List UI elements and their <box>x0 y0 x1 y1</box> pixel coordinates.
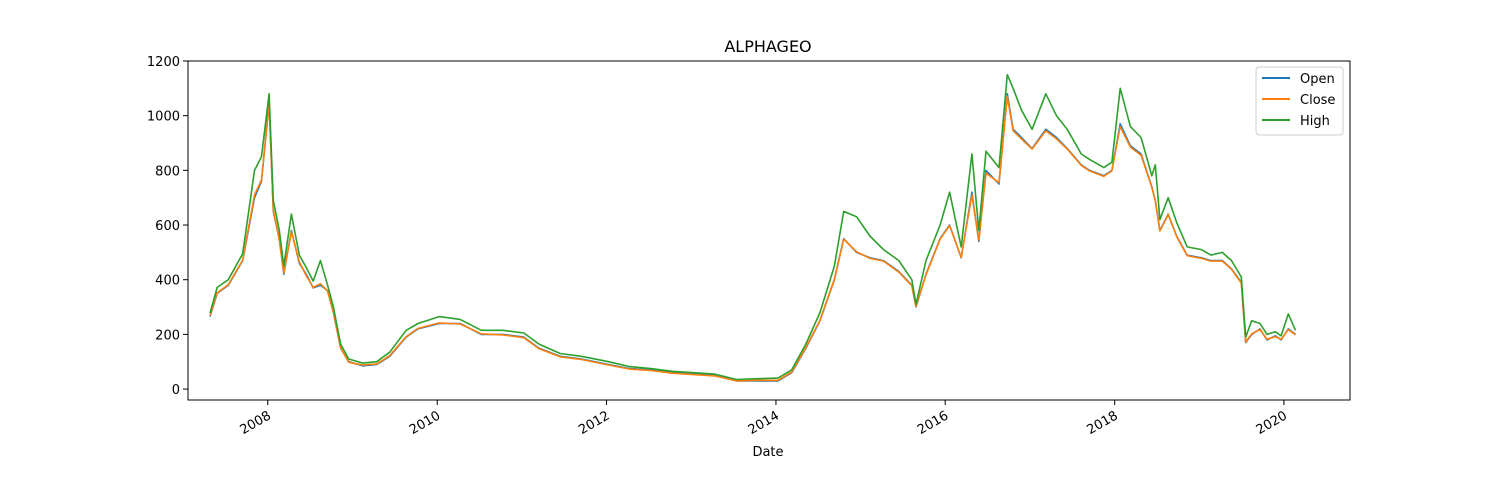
legend-label-open: Open <box>1300 72 1335 87</box>
series-line-high <box>209 73 1297 381</box>
y-tick-label: 1000 <box>147 110 180 125</box>
legend-label-high: High <box>1300 114 1330 129</box>
y-tick-label: 0 <box>172 383 180 398</box>
y-tick-label: 200 <box>155 328 180 343</box>
y-axis: 0 200 400 600 800 1000 1200 <box>147 55 188 398</box>
plot-area <box>209 73 1297 382</box>
y-tick-label: 400 <box>155 274 180 289</box>
legend-box <box>1255 66 1344 136</box>
y-tick-label: 800 <box>155 164 180 179</box>
y-tick-label: 600 <box>155 219 180 234</box>
chart-title: ALPHAGEO <box>724 37 811 56</box>
axes-frame <box>187 60 1351 401</box>
y-tick-label: 1200 <box>147 55 180 70</box>
legend-label-close: Close <box>1300 93 1335 108</box>
x-axis-label: Date <box>752 445 783 460</box>
legend: Open Close High <box>1255 66 1344 136</box>
series-line-close <box>209 95 1296 382</box>
